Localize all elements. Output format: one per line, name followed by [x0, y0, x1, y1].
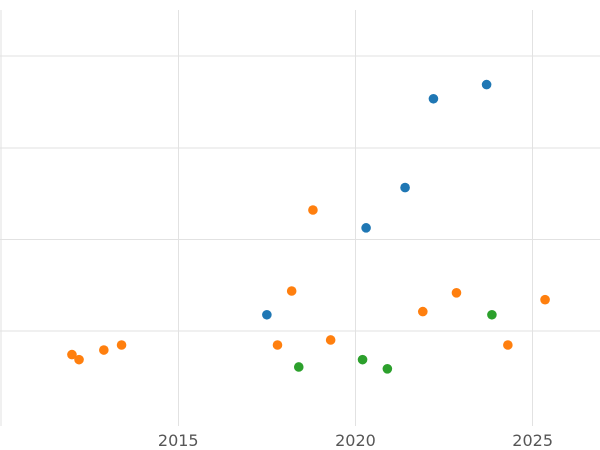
data-point-blue	[428, 93, 439, 104]
data-point-green	[382, 363, 393, 374]
x-tick-label: 2025	[512, 431, 553, 450]
data-point-blue	[361, 223, 371, 233]
x-tick-label: 2020	[335, 431, 376, 450]
data-point-orange	[272, 340, 283, 350]
data-point-orange	[325, 335, 336, 345]
data-point-green	[293, 362, 304, 372]
data-point-orange	[67, 349, 77, 360]
data-point-orange	[540, 294, 550, 305]
data-point-orange	[116, 340, 127, 350]
data-point-orange	[99, 345, 109, 355]
data-point-orange	[74, 354, 84, 365]
data-point-orange	[503, 340, 513, 350]
data-point-green	[487, 309, 497, 320]
x-tick-label: 2015	[158, 431, 199, 450]
data-point-blue	[400, 182, 410, 193]
data-point-orange	[451, 288, 462, 298]
data-point-orange	[417, 306, 428, 317]
data-point-orange	[286, 286, 297, 296]
data-point-blue	[481, 79, 492, 90]
data-point-orange	[308, 205, 318, 215]
data-point-green	[357, 354, 368, 365]
data-point-blue	[262, 309, 272, 320]
